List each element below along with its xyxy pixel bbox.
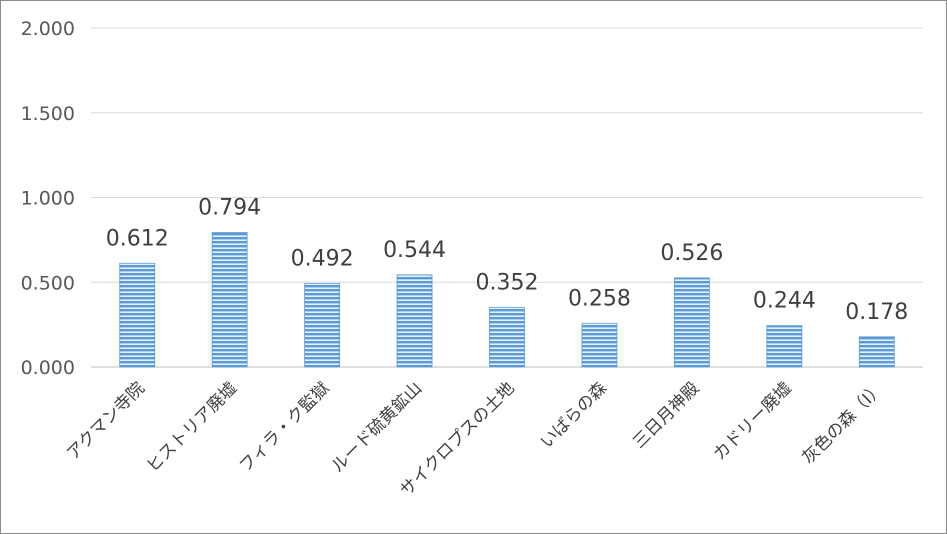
data-label: 0.544 [383, 238, 446, 263]
data-label: 0.612 [106, 226, 169, 251]
bar [211, 232, 248, 368]
category-label: アクマン寺院 [63, 378, 149, 464]
category-label: いばらの森 [537, 378, 611, 452]
data-labels: 0.612 0.794 0.492 0.544 0.352 0.258 0.526 0.244… [106, 195, 909, 324]
bar [119, 262, 156, 368]
bar [396, 274, 433, 368]
y-axis-tick-labels: 0.000 0.500 1.000 1.500 2.000 [21, 18, 75, 379]
bar [673, 277, 710, 368]
y-tick-label: 0.000 [21, 357, 75, 379]
category-label: ヒストリア廃墟 [143, 378, 241, 476]
bar [858, 336, 895, 368]
y-tick-label: 2.000 [21, 18, 75, 40]
category-label: ルード硫黄鉱山 [328, 378, 426, 476]
data-label: 0.794 [198, 195, 261, 220]
y-tick-label: 1.000 [21, 188, 75, 210]
category-label: 灰色の森（I） [798, 378, 888, 468]
data-label: 0.492 [291, 247, 354, 272]
category-label: フィラ・ク監獄 [236, 378, 334, 476]
data-label: 0.526 [660, 241, 723, 266]
bar [304, 283, 341, 368]
bar [581, 322, 618, 368]
y-tick-label: 0.500 [21, 272, 75, 294]
bars [119, 232, 895, 368]
y-tick-label: 1.500 [21, 103, 75, 125]
category-label: カドリー廃墟 [710, 378, 796, 464]
bar [489, 306, 525, 368]
data-label: 0.178 [845, 300, 908, 325]
category-label: 三日月神殿 [629, 378, 703, 452]
data-label: 0.352 [476, 270, 539, 295]
data-label: 0.244 [753, 289, 816, 314]
data-label: 0.258 [568, 286, 631, 311]
bar [766, 325, 803, 368]
